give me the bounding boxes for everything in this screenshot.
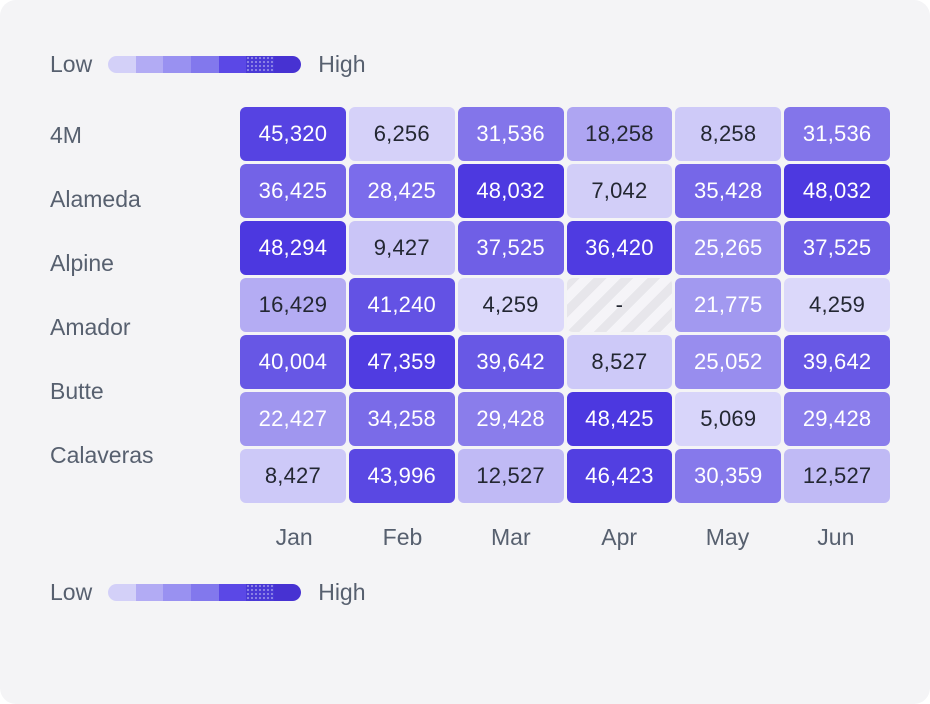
heatmap-cell[interactable]: 40,004 — [240, 335, 346, 389]
row-label: Alameda — [50, 186, 141, 212]
heatmap-grid: 45,320 6,256 31,536 18,258 8,258 31,536 36,425… — [240, 107, 890, 503]
legend-segment — [190, 55, 219, 73]
column-labels: Jan Feb Mar Apr May Jun — [240, 523, 890, 551]
heatmap-cell[interactable]: 48,032 — [784, 164, 890, 218]
column-label: Apr — [601, 524, 638, 550]
row-label: Amador — [50, 314, 131, 340]
heatmap-cell[interactable]: 9,427 — [348, 221, 455, 275]
heatmap-cell[interactable]: 21,775 — [675, 278, 782, 332]
legend-segment — [108, 583, 136, 601]
column-label: Jan — [275, 524, 313, 550]
legend-high-label: High — [318, 579, 366, 605]
legend-segment — [190, 583, 219, 601]
heatmap-cell[interactable]: 36,420 — [566, 221, 673, 275]
legend-segment — [218, 583, 247, 601]
heatmap-cell[interactable]: 45,320 — [240, 107, 346, 161]
legend-segment — [246, 55, 274, 73]
heatmap-cell[interactable]: 4,259 — [784, 278, 890, 332]
legend-segment — [273, 55, 302, 73]
row-label: 4M — [50, 122, 82, 148]
legend-segment — [163, 55, 191, 73]
legend-segment — [246, 583, 274, 601]
heatmap-cell[interactable]: 25,052 — [675, 335, 782, 389]
heatmap-cell[interactable]: 28,425 — [348, 164, 455, 218]
heatmap-cell[interactable]: 12,527 — [457, 449, 564, 503]
row-label: Butte — [50, 378, 104, 404]
heatmap-cell[interactable]: 18,258 — [566, 107, 673, 161]
row-label: Alpine — [50, 250, 114, 276]
legend-low-label: Low — [50, 579, 93, 605]
heatmap-cell[interactable]: 48,294 — [240, 221, 346, 275]
heatmap-cell[interactable]: 37,525 — [457, 221, 564, 275]
legend-gradient-bar — [108, 55, 302, 73]
heatmap-cell-missing[interactable]: - — [566, 278, 673, 332]
heatmap-cell[interactable]: 36,425 — [240, 164, 346, 218]
heatmap-cell[interactable]: 25,265 — [675, 221, 782, 275]
heatmap-cell[interactable]: 41,240 — [348, 278, 455, 332]
heatmap-cell[interactable]: 34,258 — [348, 392, 455, 446]
heatmap-cell[interactable]: 6,256 — [348, 107, 455, 161]
heatmap-cell[interactable]: 47,359 — [348, 335, 455, 389]
heatmap-cell[interactable]: 29,428 — [784, 392, 890, 446]
legend-segment — [163, 583, 191, 601]
legend-segment — [135, 583, 164, 601]
heatmap-cell[interactable]: 31,536 — [457, 107, 564, 161]
row-label: Calaveras — [50, 442, 154, 468]
heatmap-cell[interactable]: 8,258 — [675, 107, 782, 161]
legend-low-label: Low — [50, 51, 93, 77]
legend-segment — [108, 55, 136, 73]
heatmap-cell[interactable]: 31,536 — [784, 107, 890, 161]
legend-top: Low High — [50, 50, 366, 78]
heatmap-cell[interactable]: 8,527 — [566, 335, 673, 389]
legend-gradient-bar — [108, 583, 302, 601]
heatmap-cell[interactable]: 35,428 — [675, 164, 782, 218]
heatmap-cell[interactable]: 30,359 — [675, 449, 782, 503]
legend-segment — [273, 583, 302, 601]
legend-segment — [135, 55, 164, 73]
heatmap-cell[interactable]: 7,042 — [566, 164, 673, 218]
heatmap-cell[interactable]: 29,428 — [457, 392, 564, 446]
heatmap-cell[interactable]: 46,423 — [566, 449, 673, 503]
column-label: Jun — [817, 524, 855, 550]
column-label: May — [705, 524, 750, 550]
legend-segment — [218, 55, 247, 73]
heatmap-cell[interactable]: 8,427 — [240, 449, 346, 503]
heatmap-cell[interactable]: 4,259 — [457, 278, 564, 332]
column-label: Mar — [491, 524, 531, 550]
heatmap-cell[interactable]: 48,032 — [457, 164, 564, 218]
heatmap-cell[interactable]: 16,429 — [240, 278, 346, 332]
heatmap-cell[interactable]: 48,425 — [566, 392, 673, 446]
heatmap-cell[interactable]: 37,525 — [784, 221, 890, 275]
heatmap-cell[interactable]: 22,427 — [240, 392, 346, 446]
heatmap-cell[interactable]: 39,642 — [457, 335, 564, 389]
heatmap-cell[interactable]: 5,069 — [675, 392, 782, 446]
legend-high-label: High — [318, 51, 366, 77]
heatmap-cell[interactable]: 43,996 — [348, 449, 455, 503]
heatmap-cell[interactable]: 12,527 — [784, 449, 890, 503]
legend-bottom: Low High — [50, 578, 366, 606]
column-label: Feb — [382, 524, 423, 550]
heatmap-cell[interactable]: 39,642 — [784, 335, 890, 389]
